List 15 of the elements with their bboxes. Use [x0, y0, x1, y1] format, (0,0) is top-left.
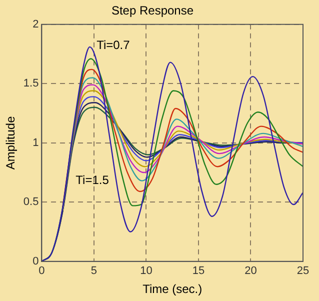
annotation: Ti=1.5 — [76, 173, 110, 188]
y-tick-label: 1 — [32, 136, 39, 149]
chart-title: Step Response — [111, 4, 194, 18]
y-axis-title: Amplitude — [4, 116, 18, 170]
y-tick-label: 0 — [32, 255, 39, 268]
x-tick-label: 10 — [140, 265, 152, 278]
annotation: Ti=0.7 — [96, 38, 130, 52]
y-tick-label: 2 — [32, 18, 39, 30]
x-tick-label: 15 — [192, 265, 205, 278]
x-tick-label: 5 — [90, 265, 98, 278]
y-tick-label: 0.5 — [23, 196, 39, 208]
x-tick-label: 20 — [244, 265, 257, 278]
x-axis-title: Time (sec.) — [142, 282, 202, 296]
y-tick-label: 1.5 — [23, 78, 39, 90]
x-tick-label: 25 — [296, 265, 310, 278]
